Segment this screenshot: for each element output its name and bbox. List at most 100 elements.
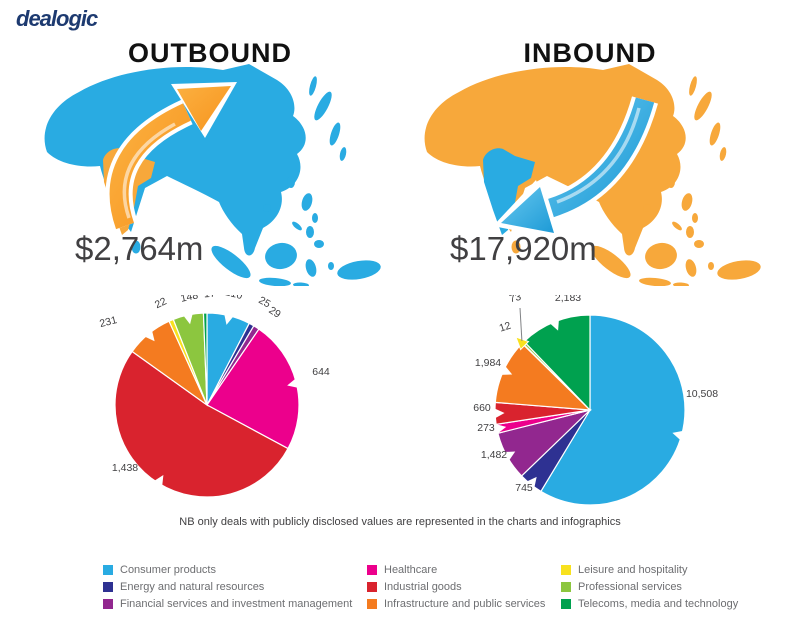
inbound-pie-chart: 10,508 745 1,482 273 660 1,984 12 73 2,183: [473, 295, 718, 506]
slice-notch: [549, 318, 560, 331]
island-shape: [211, 245, 251, 279]
legend-item-consumer-products: Consumer products: [103, 561, 352, 578]
pie-value-label: 231: [98, 314, 118, 330]
legend-label: Leisure and hospitality: [578, 563, 688, 576]
island-shape: [306, 226, 314, 238]
legend-item-energy-natural-resources: Energy and natural resources: [103, 578, 352, 595]
legend-swatch-icon: [103, 598, 113, 609]
outbound-title: OUTBOUND: [128, 38, 292, 69]
pie-value-label: 210: [224, 295, 244, 302]
island-shape: [292, 221, 302, 231]
island-shape: [131, 240, 141, 254]
slice-notch: [224, 313, 235, 325]
label-leader-line: [519, 307, 523, 341]
legend-item-healthcare: Healthcare: [367, 561, 545, 578]
island-shape: [667, 176, 675, 188]
island-shape: [591, 245, 631, 279]
slice-notch: [525, 476, 537, 489]
island-shape: [305, 259, 317, 277]
island-shape: [328, 262, 334, 270]
slice-notch: [494, 423, 507, 435]
slice-notch: [493, 408, 505, 419]
legend-label: Infrastructure and public services: [384, 597, 546, 610]
asia-islands: [131, 76, 381, 286]
outbound-arrow-icon: [105, 82, 237, 231]
pie-value-label: 25: [256, 295, 272, 311]
legend-swatch-icon: [367, 581, 377, 592]
island-shape: [511, 240, 521, 254]
island-shape: [293, 282, 309, 286]
island-shape: [708, 262, 714, 270]
slice-notch: [287, 377, 299, 388]
pie-value-label: 1,438: [112, 462, 138, 474]
asia-islands: [511, 76, 761, 286]
pie-value-label: 745: [515, 482, 533, 494]
island-shape: [339, 147, 347, 161]
asia-landmass: [424, 64, 686, 256]
legend-item-leisure-hospitality: Leisure and hospitality: [561, 561, 738, 578]
pie-value-label: 644: [312, 366, 330, 378]
legend-column-1: Consumer products Energy and natural res…: [103, 561, 352, 612]
island-shape: [312, 213, 318, 223]
legend-column-2: Healthcare Industrial goods Infrastructu…: [367, 561, 545, 612]
legend-label: Consumer products: [120, 563, 216, 576]
island-shape: [685, 259, 697, 277]
pie-value-label: 1,984: [475, 357, 501, 369]
island-shape: [717, 260, 761, 280]
island-shape: [265, 242, 297, 270]
island-shape: [643, 204, 651, 212]
legend-item-infrastructure-public-services: Infrastructure and public services: [367, 595, 545, 612]
island-shape: [645, 242, 677, 270]
outbound-amount: $2,764m: [75, 230, 204, 267]
island-shape: [259, 277, 291, 286]
disclosure-note: NB only deals with publicly disclosed va…: [179, 516, 621, 528]
island-shape: [263, 204, 271, 212]
legend: Consumer products Energy and natural res…: [0, 561, 800, 617]
pie-value-label: 660: [473, 402, 491, 414]
island-shape: [314, 240, 324, 248]
island-shape: [709, 122, 721, 146]
island-shape: [329, 122, 341, 146]
legend-item-telecoms-media-technology: Telecoms, media and technology: [561, 595, 738, 612]
india-highlight: [483, 148, 535, 235]
legend-column-3: Leisure and hospitality Professional ser…: [561, 561, 738, 612]
pie-value-label: 2,183: [555, 295, 581, 304]
legend-swatch-icon: [103, 581, 113, 592]
island-shape: [309, 76, 317, 96]
legend-item-financial-services: Financial services and investment manage…: [103, 595, 352, 612]
legend-swatch-icon: [561, 564, 571, 575]
legend-label: Professional services: [578, 580, 682, 593]
asia-landmass: [44, 64, 306, 256]
legend-label: Financial services and investment manage…: [120, 597, 353, 610]
island-shape: [314, 91, 332, 121]
legend-label: Healthcare: [384, 563, 438, 576]
legend-item-industrial-goods: Industrial goods: [367, 578, 545, 595]
island-shape: [287, 176, 295, 188]
island-shape: [719, 147, 727, 161]
island-shape: [694, 91, 712, 121]
legend-swatch-icon: [367, 598, 377, 609]
pie-slice: [202, 312, 208, 406]
legend-swatch-icon: [103, 564, 113, 575]
pie-value-label: 148: [180, 295, 200, 305]
island-shape: [672, 221, 682, 231]
island-shape: [639, 277, 671, 286]
legend-swatch-icon: [367, 564, 377, 575]
pie-value-label: 29: [266, 304, 282, 321]
island-shape: [301, 193, 313, 211]
inbound-title: INBOUND: [523, 38, 657, 69]
island-shape: [692, 213, 698, 223]
outbound-asia-map: [44, 64, 381, 286]
pie-value-label: 10,508: [686, 388, 718, 400]
legend-swatch-icon: [561, 598, 571, 609]
legend-label: Industrial goods: [384, 580, 462, 593]
inbound-asia-map: [424, 64, 761, 286]
slice-notch: [143, 329, 155, 342]
legend-swatch-icon: [561, 581, 571, 592]
pie-value-label: 12: [498, 320, 513, 335]
slice-notch: [182, 312, 193, 325]
pie-value-label: 273: [477, 422, 495, 434]
island-shape: [689, 76, 697, 96]
slice-notch: [500, 365, 513, 375]
